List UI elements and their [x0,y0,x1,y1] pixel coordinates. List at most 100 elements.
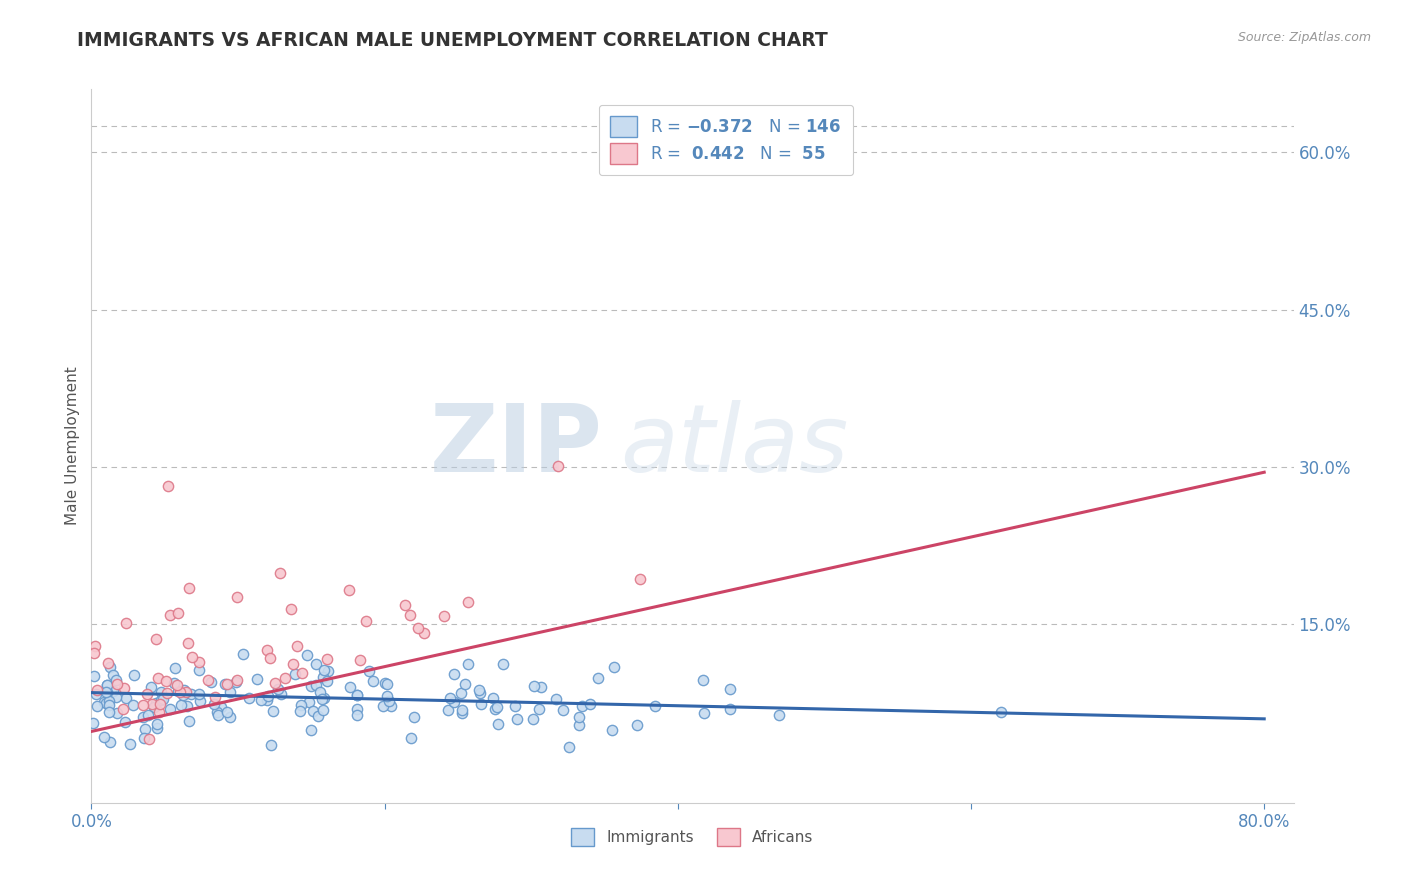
Point [547,458,569,473]
Point [163,676,186,690]
Point [141,697,163,711]
Point [768,708,790,723]
Point [267,681,290,696]
Point [249,693,271,707]
Point [297,648,319,662]
Point [450,703,472,717]
Point [157,479,180,493]
Point [628,572,651,586]
Point [363,673,385,688]
Point [150,692,173,706]
Point [316,652,339,666]
Point [693,706,716,721]
Point [453,677,475,691]
Point [262,704,284,718]
Point [285,639,308,653]
Point [354,614,377,628]
Point [177,636,200,650]
Point [457,657,479,671]
Point [197,673,219,688]
Point [84,639,107,653]
Point [215,677,238,691]
Point [179,714,201,728]
Point [225,590,247,604]
Point [136,708,159,723]
Point [122,698,145,712]
Point [149,685,172,699]
Point [302,705,325,719]
Point [299,680,322,694]
Point [399,731,422,745]
Y-axis label: Male Unemployment: Male Unemployment [65,367,80,525]
Point [97,693,120,707]
Point [298,695,321,709]
Point [274,671,297,685]
Point [468,683,491,698]
Point [357,665,380,679]
Point [280,602,302,616]
Point [990,705,1012,719]
Point [214,677,236,691]
Point [312,670,335,684]
Point [284,667,307,681]
Point [399,607,422,622]
Point [145,632,167,647]
Point [177,582,200,596]
Point [404,710,426,724]
Point [104,673,127,687]
Point [314,663,336,677]
Point [283,657,305,672]
Point [122,667,145,681]
Point [443,695,465,709]
Point [187,663,209,677]
Point [557,740,579,755]
Point [134,723,156,737]
Point [101,668,124,682]
Point [256,693,278,707]
Point [602,659,624,673]
Point [134,731,156,745]
Point [225,673,247,687]
Point [316,673,339,688]
Point [225,674,247,689]
Point [232,647,254,661]
Point [568,717,591,731]
Point [311,691,333,706]
Point [481,690,503,705]
Point [346,688,368,702]
Point [146,671,169,685]
Point [159,608,181,623]
Point [86,683,108,698]
Point [138,731,160,746]
Point [346,702,368,716]
Point [149,697,172,711]
Point [180,650,202,665]
Point [305,678,328,692]
Point [167,684,190,698]
Point [188,694,211,708]
Point [307,709,329,723]
Point [530,680,553,694]
Point [375,677,398,691]
Point [98,735,121,749]
Point [205,705,228,719]
Point [600,723,623,737]
Point [568,710,591,724]
Point [132,698,155,712]
Point [209,700,232,714]
Point [246,672,269,686]
Point [188,656,211,670]
Point [204,690,226,704]
Point [408,621,430,635]
Point [346,688,368,702]
Point [269,566,291,581]
Point [586,671,609,685]
Point [86,687,108,701]
Point [484,702,506,716]
Point [86,699,108,714]
Point [503,698,526,713]
Point [443,667,465,681]
Point [82,716,104,731]
Point [257,689,280,703]
Point [339,681,361,695]
